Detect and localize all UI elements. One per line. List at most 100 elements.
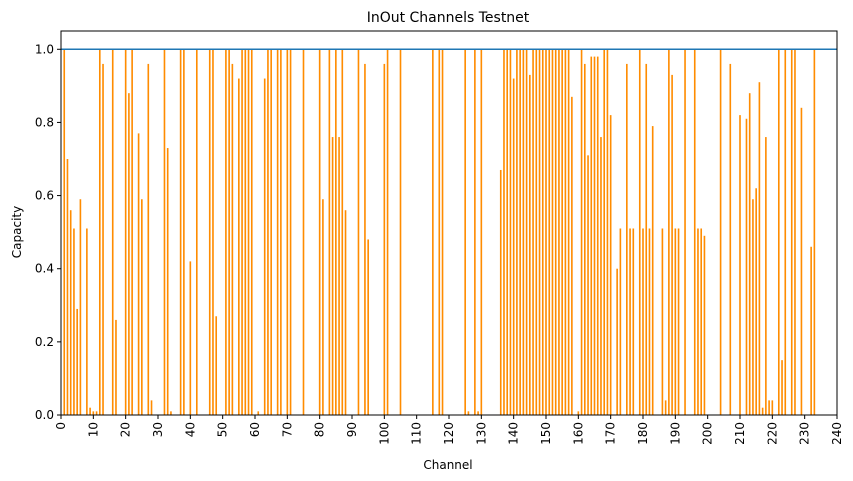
bar [89, 407, 91, 415]
bar [525, 49, 528, 415]
bar [183, 49, 185, 415]
x-tick-label: 0 [54, 422, 68, 430]
x-tick-label: 120 [442, 422, 456, 445]
x-tick-label: 130 [474, 422, 488, 445]
bar [781, 360, 783, 415]
bar [63, 49, 66, 415]
x-tick-label: 220 [765, 422, 779, 445]
bar [73, 228, 75, 415]
bar [195, 49, 198, 415]
x-tick-label: 160 [571, 422, 585, 445]
bar [645, 63, 648, 415]
bar [289, 49, 292, 415]
bar [777, 49, 780, 415]
bar [693, 49, 696, 415]
bar [664, 400, 667, 415]
x-tick-label: 30 [151, 422, 165, 437]
bar [338, 137, 340, 415]
bar [280, 49, 282, 415]
bar [238, 78, 240, 415]
bar [111, 49, 114, 415]
bar [86, 228, 88, 415]
bar [76, 308, 78, 415]
bar [386, 49, 389, 415]
bar [241, 49, 243, 415]
x-tick-label: 60 [248, 422, 262, 437]
bar [532, 49, 534, 415]
bar [558, 49, 560, 415]
y-tick-label: 1.0 [35, 42, 54, 56]
bar [263, 78, 266, 415]
bar [626, 63, 628, 415]
bar [545, 49, 547, 415]
bar [648, 228, 651, 415]
bar [69, 210, 72, 415]
bar [357, 49, 360, 415]
bar [677, 228, 680, 415]
bar [367, 239, 369, 415]
bar [438, 49, 441, 415]
bar [250, 49, 253, 415]
y-tick-label: 0.0 [35, 408, 54, 422]
bar [583, 63, 586, 415]
bar [541, 49, 544, 415]
bar [95, 411, 98, 415]
y-tick-label: 0.2 [35, 335, 54, 349]
bar [768, 400, 770, 415]
bar [554, 49, 557, 415]
bar [474, 49, 476, 415]
bar [758, 82, 761, 415]
bar [179, 49, 182, 415]
bar [270, 49, 272, 415]
bar [318, 49, 321, 415]
bar [432, 49, 434, 415]
bar [596, 56, 599, 415]
bar [729, 63, 732, 415]
bar [383, 63, 386, 415]
bar [150, 400, 153, 415]
bar [567, 49, 570, 415]
bar [92, 411, 95, 415]
bar [548, 49, 551, 415]
bar [580, 49, 583, 415]
bar [703, 235, 706, 415]
x-tick-label: 90 [345, 422, 359, 437]
x-axis-label: Channel [423, 458, 472, 472]
bar [529, 74, 531, 415]
bar [170, 411, 172, 415]
bar [124, 49, 127, 415]
x-tick-label: 210 [733, 422, 747, 445]
bar [587, 155, 589, 415]
bar [480, 49, 483, 415]
bar [215, 316, 218, 415]
bar [794, 49, 796, 415]
bar [522, 49, 525, 415]
bar [512, 78, 515, 415]
bar [755, 188, 757, 415]
bar [441, 49, 444, 415]
bar [800, 107, 803, 416]
bar [748, 93, 751, 416]
bar [141, 199, 143, 415]
bar [166, 148, 169, 415]
bar [810, 246, 812, 415]
bar [335, 49, 337, 415]
bar [745, 118, 748, 416]
bar [813, 49, 816, 415]
bar [516, 49, 518, 415]
x-tick-label: 200 [701, 422, 715, 445]
bar [577, 411, 580, 415]
x-tick-label: 170 [604, 422, 618, 445]
bar [629, 228, 631, 415]
bar [739, 115, 741, 416]
bar [302, 49, 305, 415]
bar [761, 407, 764, 415]
x-tick-label: 100 [377, 422, 391, 445]
x-tick-label: 70 [280, 422, 294, 437]
bar [341, 49, 344, 415]
bar [147, 63, 150, 415]
bar [765, 137, 767, 415]
bar [697, 228, 699, 415]
